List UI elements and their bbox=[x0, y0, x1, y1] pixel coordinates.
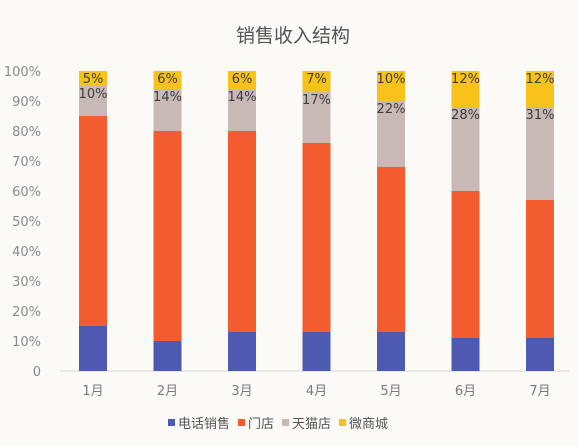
y-tick-label: 20% bbox=[12, 305, 41, 320]
y-tick-label: 60% bbox=[12, 185, 41, 200]
legend-item: 天猫店 bbox=[282, 417, 331, 432]
bar-segment bbox=[79, 116, 107, 326]
data-label: 17% bbox=[302, 93, 331, 108]
data-label: 10% bbox=[79, 87, 108, 102]
data-label: 10% bbox=[377, 72, 406, 87]
x-tick-label: 1月 bbox=[82, 384, 103, 399]
data-label: 22% bbox=[377, 102, 406, 117]
y-tick-label: 100% bbox=[4, 65, 41, 80]
bar-segment bbox=[154, 131, 182, 341]
data-label: 6% bbox=[232, 72, 253, 87]
data-label: 14% bbox=[228, 90, 257, 105]
x-tick-label: 6月 bbox=[455, 384, 476, 399]
x-tick-label: 3月 bbox=[231, 384, 252, 399]
y-tick-label: 50% bbox=[12, 215, 41, 230]
y-tick-label: 40% bbox=[12, 245, 41, 260]
bar-segment bbox=[377, 167, 405, 332]
y-tick-label: 10% bbox=[12, 335, 41, 350]
data-label: 31% bbox=[526, 108, 555, 123]
y-tick-label: 80% bbox=[12, 125, 41, 140]
legend-label: 门店 bbox=[248, 417, 274, 432]
legend-item: 电话销售 bbox=[168, 416, 230, 432]
bar-segment bbox=[526, 200, 554, 338]
bar-segment bbox=[452, 191, 480, 338]
x-tick-label: 2月 bbox=[157, 384, 178, 399]
legend-swatch bbox=[339, 419, 346, 426]
legend-swatch bbox=[238, 419, 245, 426]
x-tick-label: 5月 bbox=[380, 384, 401, 399]
bar-segment bbox=[303, 143, 331, 332]
legend-item: 门店 bbox=[238, 417, 274, 432]
legend-label: 天猫店 bbox=[292, 417, 331, 432]
y-tick-label: 90% bbox=[12, 95, 41, 110]
data-label: 12% bbox=[451, 72, 480, 87]
y-tick-label: 70% bbox=[12, 155, 41, 170]
x-tick-label: 4月 bbox=[306, 384, 327, 399]
y-axis: 0 10% 20% 30% 40% 50% 60% 70% 80% 90% 100% bbox=[4, 65, 41, 380]
data-label: 6% bbox=[157, 72, 178, 87]
x-axis: 1月 2月 3月 4月 5月 6月 7月 bbox=[82, 384, 550, 399]
data-label: 14% bbox=[153, 90, 182, 105]
bar-segment bbox=[79, 326, 107, 371]
legend-label: 电话销售 bbox=[178, 416, 230, 432]
data-label: 28% bbox=[451, 108, 480, 123]
legend-item: 微商城 bbox=[339, 417, 388, 432]
bar-segment bbox=[303, 332, 331, 371]
data-label: 12% bbox=[526, 72, 555, 87]
bar-series bbox=[79, 71, 554, 371]
chart-title: 销售收入结构 bbox=[236, 25, 350, 47]
y-tick-label: 30% bbox=[12, 275, 41, 290]
legend-swatch bbox=[168, 419, 175, 426]
x-tick-label: 7月 bbox=[529, 384, 550, 399]
bar-segment bbox=[377, 332, 405, 371]
y-tick-label: 0 bbox=[33, 365, 41, 380]
legend: 电话销售 门店 天猫店 微商城 bbox=[168, 416, 388, 432]
bar-segment bbox=[526, 338, 554, 371]
legend-swatch bbox=[282, 419, 289, 426]
bar-segment bbox=[154, 341, 182, 371]
bar-segment bbox=[228, 131, 256, 332]
bar-segment bbox=[452, 338, 480, 371]
data-label: 5% bbox=[83, 72, 104, 87]
bar-segment bbox=[228, 332, 256, 371]
data-label: 7% bbox=[306, 72, 327, 87]
legend-label: 微商城 bbox=[349, 417, 388, 432]
